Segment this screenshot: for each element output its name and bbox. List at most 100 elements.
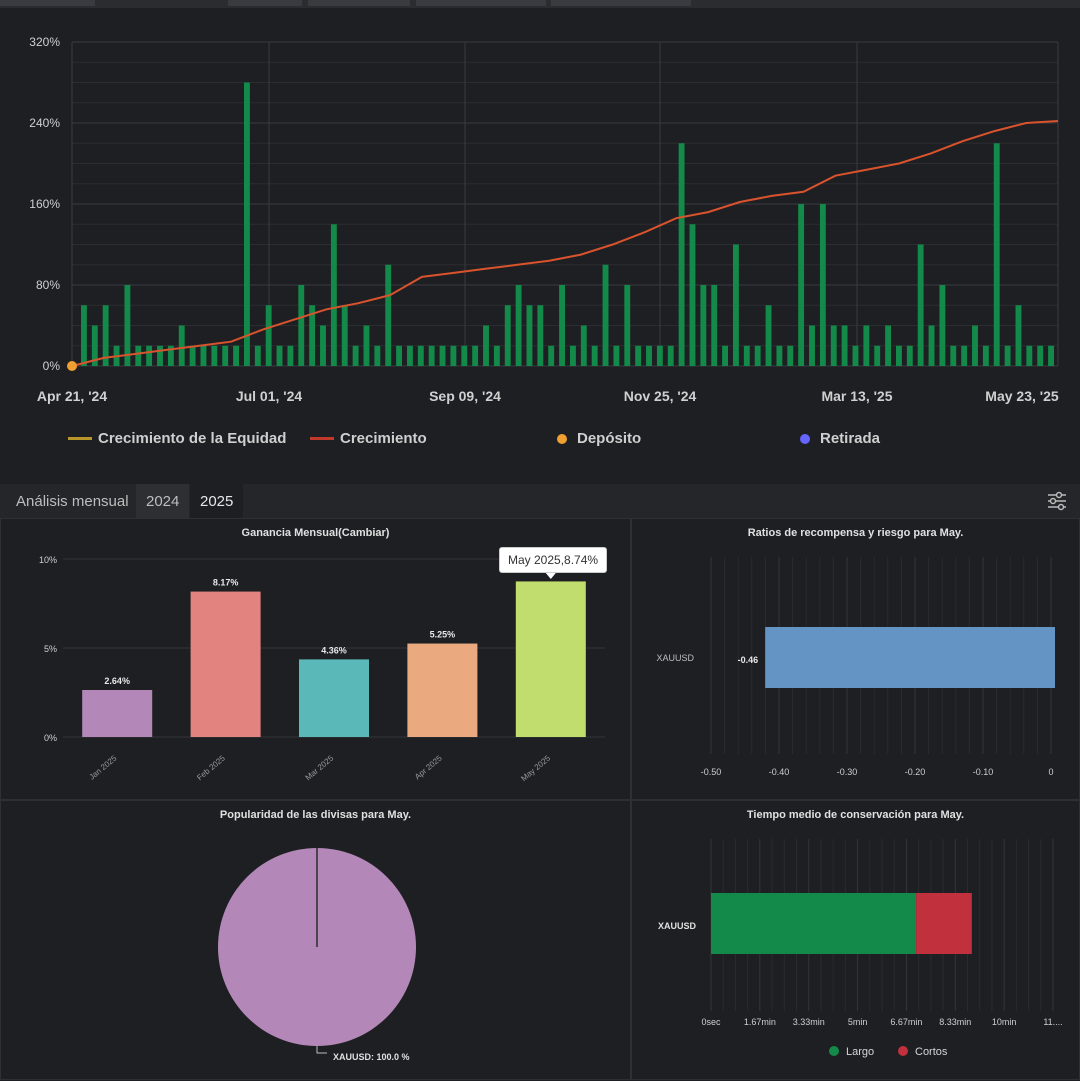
legend-label: Cortos [915, 1046, 948, 1058]
x-tick-label: 10min [992, 1017, 1017, 1027]
tooltip-pointer [545, 573, 556, 579]
legend-deposit[interactable]: Depósito [557, 430, 641, 447]
profit-bar [298, 285, 305, 366]
x-tick-label: 0 [1048, 767, 1053, 777]
top-tab[interactable] [308, 0, 410, 6]
top-tab-strip [0, 0, 1080, 8]
profit-bar [276, 345, 283, 366]
profit-bar [646, 345, 652, 366]
profit-bar [385, 264, 392, 366]
profit-bar [167, 345, 174, 366]
legend-withdrawal[interactable]: Retirada [800, 430, 880, 447]
profit-bar [1026, 345, 1033, 366]
profit-bar [982, 345, 989, 366]
profit-bar [1015, 305, 1022, 366]
x-tick-label: -0.50 [701, 767, 722, 777]
currency-popularity-chart[interactable]: XAUUSD: 100.0 % [1, 801, 632, 1081]
profit-bar [1048, 345, 1054, 366]
x-tick-label: -0.40 [769, 767, 790, 777]
y-tick-label: 5% [44, 644, 57, 654]
profit-bar [700, 285, 707, 366]
top-tab[interactable] [228, 0, 302, 6]
x-tick-label: 3.33min [793, 1017, 825, 1027]
x-tick-label: Mar 2025 [304, 753, 336, 782]
profit-bar [91, 325, 98, 366]
legend-line-icon [68, 437, 92, 440]
profit-bar [374, 345, 381, 366]
x-tick-label: Sep 09, '24 [429, 388, 501, 404]
equity-growth-panel: 320% 240% 160% 80% 0% Apr 21, '24 Jul 01, '24 S… [0, 0, 1080, 482]
currency-popularity-title: Popularidad de las divisas para May. [219, 809, 412, 821]
profit-bar [407, 345, 413, 366]
profit-bar [1004, 345, 1011, 366]
sliders-icon[interactable] [1046, 490, 1068, 512]
tab-monthly-analysis[interactable]: Análisis mensual [16, 493, 129, 510]
profit-bar [222, 345, 229, 366]
profit-bar [548, 345, 555, 366]
month-bar [82, 690, 153, 737]
profit-bar [613, 345, 620, 366]
profit-bar [341, 305, 348, 366]
profit-bar [961, 345, 968, 366]
legend-dot-icon [898, 1046, 908, 1056]
y-category-label: XAUUSD [658, 921, 697, 931]
profit-bar [689, 224, 696, 366]
monthly-analysis-tabbar: Análisis mensual 2024 2025 [0, 484, 1080, 519]
risk-bar [765, 627, 1055, 688]
top-tab[interactable] [0, 0, 95, 6]
legend-dot-icon [800, 433, 810, 444]
profit-bar [537, 305, 544, 366]
profit-bar [993, 143, 1000, 366]
bar-value-label: 2.64% [104, 676, 130, 686]
profit-bar [526, 305, 533, 366]
legend-growth[interactable]: Crecimiento [310, 430, 427, 447]
x-tick-label: Feb 2025 [195, 753, 227, 782]
profit-bar [244, 82, 250, 366]
legend-label: Crecimiento [340, 430, 427, 447]
holding-time-chart[interactable]: 0sec 1.67min 3.33min 5min 6.67min 8.33min 10mi… [632, 801, 1080, 1081]
legend-dot-icon [829, 1046, 839, 1056]
holding-time-title: Tiempo medio de conservación para May. [746, 809, 965, 821]
profit-bar [157, 345, 163, 366]
profit-bar [896, 345, 902, 366]
profit-bar [656, 345, 663, 366]
monthly-gain-chart[interactable]: 10% 5% 0% 2.64% Jan 2025 8.17% Feb 2025 4.36% Ma… [1, 519, 632, 801]
profit-bar [798, 204, 805, 366]
x-tick-label: Apr 21, '24 [37, 388, 107, 404]
profit-bar [504, 305, 511, 366]
risk-reward-chart[interactable]: -0.50 -0.40 -0.30 -0.20 -0.10 0 XAUUSD -0.46 [632, 519, 1080, 801]
x-tick-label: 11.... [1043, 1017, 1062, 1027]
profit-bar [809, 325, 815, 366]
profit-bar [787, 345, 794, 366]
profit-bar [200, 345, 207, 366]
profit-bar [743, 345, 750, 366]
x-tick-label: Mar 13, '25 [821, 388, 892, 404]
profit-bar [483, 325, 489, 366]
x-tick-label: -0.10 [973, 767, 994, 777]
y-tick-label: 0% [44, 733, 57, 743]
deposit-marker [67, 361, 77, 371]
profit-bar [906, 345, 913, 366]
legend-label: Crecimiento de la Equidad [98, 430, 287, 447]
x-tick-label: 1.67min [744, 1017, 776, 1027]
profit-bar [591, 345, 598, 366]
profit-bar [874, 345, 881, 366]
top-tab[interactable] [551, 0, 691, 6]
legend-label: Largo [846, 1046, 874, 1058]
y-tick-label: 240% [29, 116, 60, 130]
x-tick-label: Jan 2025 [87, 753, 118, 781]
profit-bar [309, 305, 316, 366]
month-bar [190, 591, 261, 737]
profit-bar [461, 345, 468, 366]
chart-tooltip: May 2025,8.74% [499, 547, 608, 573]
legend-equity-growth[interactable]: Crecimiento de la Equidad [68, 430, 286, 447]
x-tick-label: Jul 01, '24 [236, 388, 303, 404]
tab-2025[interactable]: 2025 [190, 484, 244, 518]
x-tick-label: 5min [848, 1017, 868, 1027]
x-tick-label: May 23, '25 [985, 388, 1059, 404]
equity-growth-chart[interactable]: 320% 240% 160% 80% 0% Apr 21, '24 Jul 01, '24 S… [0, 0, 1080, 420]
month-bar [515, 581, 586, 737]
monthly-gain-title: Ganancia Mensual(Cambiar) [241, 527, 390, 539]
tab-2024[interactable]: 2024 [136, 484, 190, 518]
top-tab[interactable] [416, 0, 546, 6]
